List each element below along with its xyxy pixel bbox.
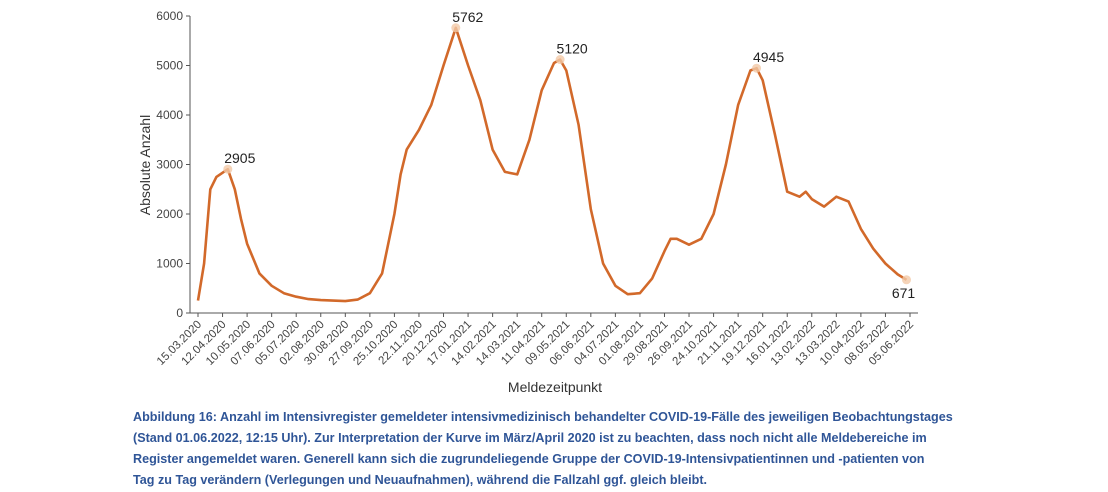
chart: Absolute Anzahl Meldezeitpunkt 0 1000 2000… xyxy=(137,9,918,395)
caption-line: Register angemeldet waren. Generell kann… xyxy=(133,452,925,466)
peak-marker xyxy=(451,23,461,33)
peak-marker xyxy=(901,275,911,285)
data-label: 5120 xyxy=(557,41,588,57)
peak-marker xyxy=(223,164,233,174)
peak-marker xyxy=(752,63,762,73)
y-tick-label: 4000 xyxy=(156,108,183,122)
data-label: 2905 xyxy=(224,150,255,166)
peak-marker xyxy=(555,55,565,65)
data-label: 5762 xyxy=(452,9,483,25)
caption-line: Tag zu Tag verändern (Verlegungen und Ne… xyxy=(133,473,708,487)
caption-line: (Stand 01.06.2022, 12:15 Uhr). Zur Inter… xyxy=(133,431,927,445)
y-tick-label: 5000 xyxy=(156,59,183,73)
y-tick-label: 6000 xyxy=(156,9,183,23)
y-tick-label: 3000 xyxy=(156,158,183,172)
data-label: 671 xyxy=(892,285,916,301)
x-axis-label: Meldezeitpunkt xyxy=(508,379,602,395)
y-axis-label: Absolute Anzahl xyxy=(137,115,153,215)
data-line xyxy=(196,26,908,303)
y-tick-label: 2000 xyxy=(156,207,183,221)
caption: Abbildung 16: Anzahl im Intensivregister… xyxy=(133,407,953,491)
y-tick-label: 0 xyxy=(176,306,183,320)
caption-line: Abbildung 16: Anzahl im Intensivregister… xyxy=(133,410,953,424)
data-label: 4945 xyxy=(753,49,784,65)
y-tick-label: 1000 xyxy=(156,257,183,271)
